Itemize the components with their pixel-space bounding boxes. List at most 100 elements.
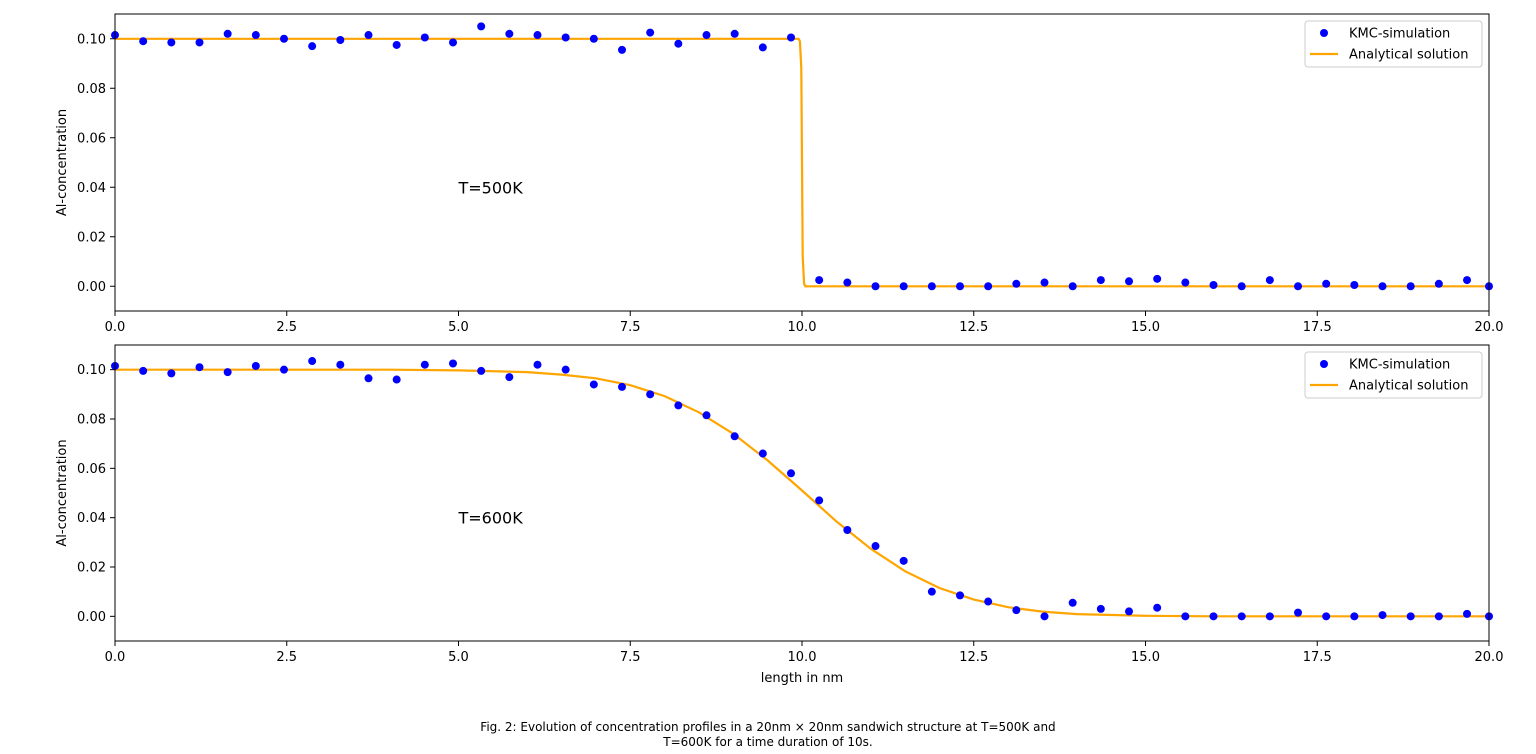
data-point-kmc: [1294, 282, 1303, 291]
data-point-kmc: [1265, 276, 1274, 285]
data-point-kmc: [1181, 278, 1190, 287]
legend-label-kmc: KMC-simulation: [1349, 358, 1450, 373]
data-point-kmc: [1350, 281, 1359, 290]
y-tick-label: 0.08: [77, 82, 106, 97]
data-point-kmc: [1322, 612, 1331, 621]
data-point-kmc: [1068, 282, 1077, 291]
y-tick-label: 0.04: [77, 511, 106, 526]
data-point-kmc: [392, 40, 401, 49]
x-tick-label: 15.0: [1131, 320, 1160, 335]
data-point-kmc: [1096, 604, 1105, 613]
data-point-kmc: [1265, 612, 1274, 621]
y-tick-label: 0.00: [77, 610, 106, 625]
data-point-kmc: [1040, 278, 1049, 287]
data-point-kmc: [561, 33, 570, 42]
x-tick-label: 7.5: [620, 650, 641, 665]
x-tick-label: 2.5: [276, 320, 297, 335]
data-point-kmc: [618, 45, 627, 54]
x-tick-label: 10.0: [788, 650, 817, 665]
x-tick-label: 20.0: [1475, 650, 1504, 665]
data-point-kmc: [956, 282, 965, 291]
data-point-kmc: [1378, 611, 1387, 620]
data-point-kmc: [420, 33, 429, 42]
data-point-kmc: [223, 29, 232, 38]
y-tick-label: 0.06: [77, 131, 106, 146]
data-point-kmc: [1378, 282, 1387, 291]
data-point-kmc: [1153, 274, 1162, 283]
data-point-kmc: [843, 526, 852, 534]
y-tick-label: 0.02: [77, 230, 106, 245]
data-point-kmc: [1434, 279, 1443, 288]
data-point-kmc: [1125, 607, 1134, 616]
x-tick-label: 15.0: [1131, 650, 1160, 665]
data-point-kmc: [561, 365, 570, 374]
legend-label-analytical: Analytical solution: [1349, 48, 1468, 63]
data-point-kmc: [1237, 282, 1246, 291]
figure-caption: Fig. 2: Evolution of concentration profi…: [0, 720, 1536, 750]
data-point-kmc: [1463, 609, 1472, 618]
data-point-kmc: [674, 401, 683, 410]
caption-line-1: Fig. 2: Evolution of concentration profi…: [480, 720, 1056, 734]
x-tick-label: 5.0: [448, 320, 469, 335]
data-point-kmc: [167, 369, 176, 378]
data-point-kmc: [336, 35, 345, 44]
data-point-kmc: [984, 282, 993, 291]
x-tick-label: 12.5: [959, 650, 988, 665]
data-point-kmc: [899, 556, 908, 565]
data-point-kmc: [730, 432, 739, 441]
y-tick-label: 0.02: [77, 561, 106, 576]
data-point-kmc: [589, 34, 598, 43]
x-tick-label: 0.0: [105, 320, 126, 335]
data-point-kmc: [956, 591, 965, 600]
data-point-kmc: [1012, 279, 1021, 288]
data-point-kmc: [984, 597, 993, 606]
data-point-kmc: [364, 31, 373, 40]
data-point-kmc: [871, 542, 880, 551]
data-point-kmc: [787, 469, 796, 478]
data-point-kmc: [477, 366, 486, 375]
data-point-kmc: [1294, 608, 1303, 617]
data-point-kmc: [280, 365, 289, 374]
data-point-kmc: [899, 282, 908, 291]
data-point-kmc: [1125, 277, 1134, 286]
y-tick-label: 0.08: [77, 413, 106, 428]
temperature-annotation: T=600K: [458, 509, 524, 528]
data-point-kmc: [618, 382, 627, 391]
data-point-kmc: [1350, 612, 1359, 621]
data-point-kmc: [1068, 598, 1077, 607]
data-point-kmc: [449, 359, 458, 368]
chart-panel-2: 0.0 2.5 5.0 7.5 10.0 12.5 15.0 17.5 20.0 0.00 0.02…: [55, 344, 1504, 686]
data-point-kmc: [223, 368, 232, 377]
data-point-kmc: [589, 380, 598, 389]
legend-marker-kmc: [1320, 29, 1328, 37]
y-axis-label: Al-concentration: [55, 109, 70, 216]
x-tick-label: 20.0: [1475, 320, 1504, 335]
y-axis-label: Al-concentration: [55, 439, 70, 546]
data-point-kmc: [646, 390, 655, 399]
data-point-kmc: [1153, 603, 1162, 612]
data-point-kmc: [195, 363, 204, 372]
data-point-kmc: [730, 29, 739, 38]
x-tick-label: 2.5: [276, 650, 297, 665]
data-point-kmc: [505, 373, 514, 382]
data-point-kmc: [646, 28, 655, 37]
legend: KMC-simulation Analytical solution: [1304, 351, 1483, 399]
x-axis-label: length in nm: [761, 671, 843, 686]
data-point-kmc: [167, 38, 176, 47]
x-tick-label: 17.5: [1303, 650, 1332, 665]
y-tick-label: 0.06: [77, 462, 106, 477]
data-point-kmc: [420, 360, 429, 369]
data-point-kmc: [139, 37, 148, 46]
y-tick-label: 0.00: [77, 280, 106, 295]
data-point-kmc: [1209, 281, 1218, 290]
data-point-kmc: [1434, 612, 1443, 621]
x-tick-label: 12.5: [959, 320, 988, 335]
data-point-kmc: [308, 357, 317, 366]
data-point-kmc: [1209, 612, 1218, 621]
data-point-kmc: [195, 38, 204, 47]
data-point-kmc: [336, 360, 345, 369]
series-line-analytical: [115, 368, 1489, 618]
data-point-kmc: [364, 374, 373, 383]
temperature-annotation: T=500K: [458, 178, 524, 197]
